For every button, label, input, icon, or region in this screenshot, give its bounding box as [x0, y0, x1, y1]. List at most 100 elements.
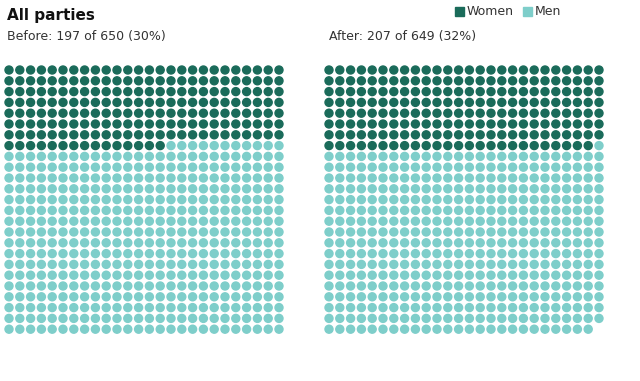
Circle shape: [243, 217, 251, 225]
Circle shape: [563, 217, 571, 225]
Circle shape: [37, 304, 45, 312]
Circle shape: [357, 131, 365, 139]
Circle shape: [454, 152, 463, 160]
Circle shape: [113, 88, 121, 96]
Circle shape: [487, 66, 495, 74]
Circle shape: [102, 66, 110, 74]
Circle shape: [520, 228, 527, 236]
Circle shape: [178, 131, 186, 139]
Circle shape: [275, 217, 283, 225]
Circle shape: [584, 88, 592, 96]
Circle shape: [498, 131, 506, 139]
Circle shape: [541, 152, 549, 160]
Circle shape: [48, 185, 56, 193]
Circle shape: [210, 185, 218, 193]
Circle shape: [145, 271, 154, 279]
Circle shape: [156, 293, 164, 301]
Circle shape: [16, 239, 24, 247]
Circle shape: [189, 282, 196, 290]
Circle shape: [520, 293, 527, 301]
Circle shape: [134, 163, 143, 171]
Circle shape: [253, 239, 261, 247]
Circle shape: [379, 195, 387, 203]
Circle shape: [5, 304, 13, 312]
Circle shape: [189, 239, 196, 247]
Circle shape: [552, 109, 560, 117]
Circle shape: [16, 142, 24, 150]
Circle shape: [70, 131, 78, 139]
Circle shape: [509, 163, 516, 171]
Circle shape: [509, 282, 516, 290]
Circle shape: [379, 98, 387, 106]
Circle shape: [454, 304, 463, 312]
Circle shape: [232, 304, 240, 312]
Circle shape: [232, 88, 240, 96]
Circle shape: [27, 250, 35, 258]
Circle shape: [336, 174, 344, 182]
Circle shape: [433, 152, 441, 160]
Circle shape: [530, 304, 538, 312]
Circle shape: [325, 293, 333, 301]
Circle shape: [379, 304, 387, 312]
Circle shape: [530, 109, 538, 117]
Circle shape: [200, 228, 207, 236]
Circle shape: [16, 217, 24, 225]
Circle shape: [210, 239, 218, 247]
Circle shape: [134, 239, 143, 247]
Circle shape: [275, 314, 283, 322]
Circle shape: [134, 88, 143, 96]
Circle shape: [27, 271, 35, 279]
Circle shape: [336, 98, 344, 106]
Circle shape: [189, 271, 196, 279]
Circle shape: [92, 185, 99, 193]
Circle shape: [584, 66, 592, 74]
Circle shape: [530, 185, 538, 193]
Circle shape: [541, 163, 549, 171]
Circle shape: [390, 142, 398, 150]
Circle shape: [59, 239, 67, 247]
Circle shape: [595, 250, 603, 258]
Circle shape: [390, 131, 398, 139]
Circle shape: [454, 217, 463, 225]
Circle shape: [595, 293, 603, 301]
Circle shape: [48, 314, 56, 322]
Circle shape: [5, 260, 13, 268]
Circle shape: [454, 250, 463, 258]
Circle shape: [92, 250, 99, 258]
Circle shape: [444, 293, 452, 301]
Circle shape: [134, 195, 143, 203]
Circle shape: [81, 304, 88, 312]
Circle shape: [16, 271, 24, 279]
Circle shape: [325, 98, 333, 106]
Circle shape: [5, 185, 13, 193]
Circle shape: [178, 66, 186, 74]
Circle shape: [37, 163, 45, 171]
Circle shape: [264, 174, 272, 182]
Circle shape: [178, 217, 186, 225]
Circle shape: [584, 195, 592, 203]
Circle shape: [189, 260, 196, 268]
Circle shape: [134, 207, 143, 215]
Circle shape: [37, 66, 45, 74]
Circle shape: [595, 142, 603, 150]
Circle shape: [156, 66, 164, 74]
Circle shape: [552, 314, 560, 322]
Circle shape: [584, 174, 592, 182]
Circle shape: [336, 152, 344, 160]
Circle shape: [145, 120, 154, 128]
Circle shape: [232, 314, 240, 322]
Circle shape: [573, 98, 581, 106]
Circle shape: [422, 325, 430, 333]
Circle shape: [401, 174, 408, 182]
Circle shape: [412, 77, 419, 85]
Circle shape: [347, 131, 355, 139]
Circle shape: [476, 325, 484, 333]
Circle shape: [433, 271, 441, 279]
Circle shape: [433, 131, 441, 139]
Circle shape: [243, 109, 251, 117]
Circle shape: [59, 260, 67, 268]
Circle shape: [401, 163, 408, 171]
Text: After: 207 of 649 (32%): After: 207 of 649 (32%): [329, 30, 476, 43]
Circle shape: [454, 282, 463, 290]
Circle shape: [509, 293, 516, 301]
